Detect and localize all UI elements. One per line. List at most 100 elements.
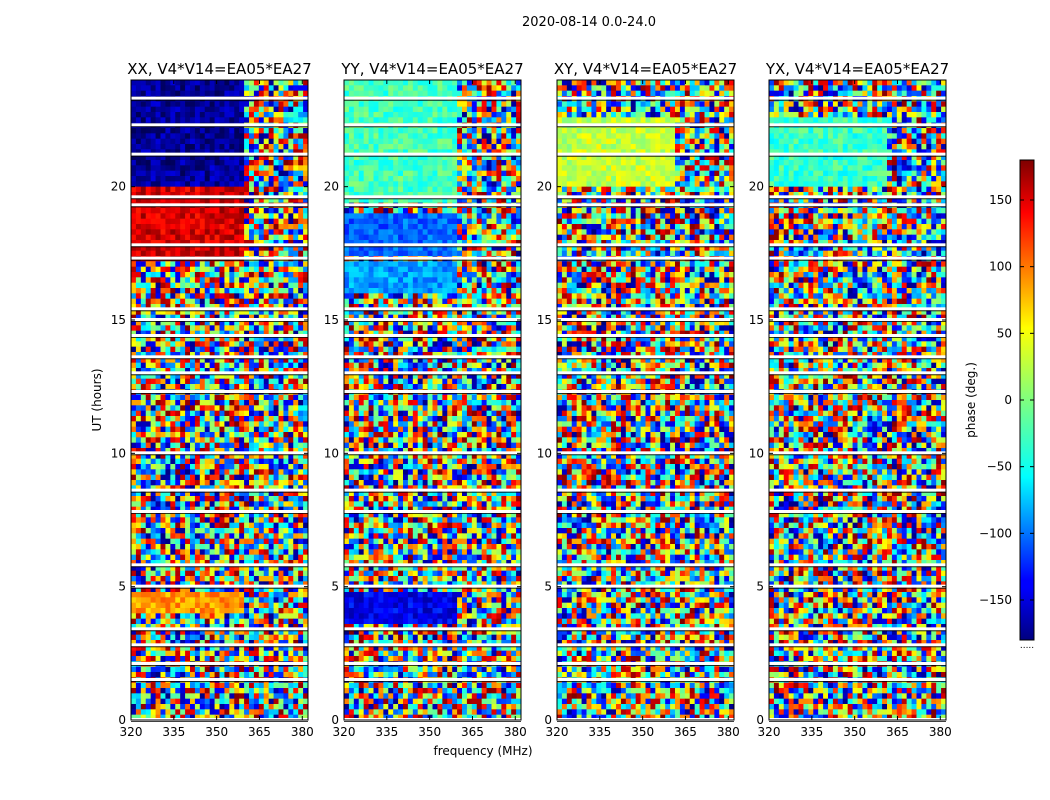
heatmap-cell [224,85,229,91]
heatmap-cell [224,272,229,278]
heatmap-cell [165,117,170,123]
heatmap-cell [156,384,161,390]
heatmap-cell [170,261,175,267]
heatmap-cell [239,400,244,406]
heatmap-cell [151,91,156,97]
heatmap-cell [274,384,279,390]
heatmap-cell [185,325,190,331]
heatmap-cell [141,117,146,123]
heatmap-cell [190,128,195,134]
panel-title: XX, V4*V14=EA05*EA27 [127,60,311,78]
heatmap-cell [136,101,141,107]
heatmap-cell [249,85,254,91]
heatmap-cell [195,379,200,385]
heatmap-cell [269,213,274,219]
heatmap-cell [215,272,220,278]
heatmap-cell [249,171,254,177]
heatmap-cell [156,144,161,150]
heatmap-cell [254,347,259,353]
heatmap-cell [131,208,136,214]
heatmap-cell [165,133,170,139]
heatmap-cell [195,171,200,177]
heatmap-cell [210,272,215,278]
heatmap-cell [274,341,279,347]
heatmap-cell [175,171,180,177]
heatmap-cell [175,133,180,139]
heatmap-cell [239,91,244,97]
heatmap-cell [298,213,303,219]
heatmap-cell [234,80,239,86]
heatmap-cell [244,117,249,123]
heatmap-cell [151,347,156,353]
heatmap-cell [210,283,215,289]
heatmap-cell [229,139,234,145]
heatmap-cell [224,395,229,401]
heatmap-cell [259,213,264,219]
heatmap-cell [170,384,175,390]
heatmap-cell [190,213,195,219]
heatmap-cell [224,107,229,113]
heatmap-cell [146,267,151,273]
heatmap-cell [210,139,215,145]
heatmap-cell [249,299,254,305]
heatmap-cell [190,288,195,294]
heatmap-cell [175,235,180,241]
heatmap-cell [161,341,166,347]
heatmap-cell [205,229,210,235]
heatmap-cell [234,160,239,166]
heatmap-cell [210,213,215,219]
heatmap-cell [185,85,190,91]
heatmap-cell [185,341,190,347]
heatmap-cell [279,251,284,257]
heatmap-cell [210,181,215,187]
heatmap-cell [180,187,185,193]
heatmap-cell [195,107,200,113]
heatmap-cell [298,235,303,241]
heatmap-cell [200,283,205,289]
heatmap-cell [264,208,269,214]
heatmap-cell [175,251,180,257]
heatmap-cell [161,405,166,411]
heatmap-cell [298,299,303,305]
heatmap-cell [264,299,269,305]
heatmap-cell [293,117,298,123]
heatmap-cell [175,85,180,91]
heatmap-cell [283,379,288,385]
heatmap-cell [249,283,254,289]
heatmap-cell [200,101,205,107]
heatmap-cell [170,395,175,401]
heatmap-cell [298,176,303,182]
phase-heatmap [131,80,308,720]
heatmap-cell [200,272,205,278]
heatmap-cell [161,176,166,182]
heatmap-cell [175,112,180,118]
heatmap-cell [293,187,298,193]
heatmap-cell [288,272,293,278]
heatmap-cell [180,171,185,177]
heatmap-cell [151,160,156,166]
heatmap-cell [131,85,136,91]
heatmap-cell [195,400,200,406]
heatmap-cell [136,128,141,134]
heatmap-cell [279,107,284,113]
heatmap-cell [259,101,264,107]
heatmap-cell [210,187,215,193]
heatmap-cell [146,395,151,401]
heatmap-cell [170,325,175,331]
heatmap-cell [220,160,225,166]
heatmap-cell [269,107,274,113]
heatmap-cell [279,187,284,193]
heatmap-cell [293,384,298,390]
heatmap-cell [298,261,303,267]
heatmap-cell [161,261,166,267]
heatmap-cell [190,85,195,91]
heatmap-cell [161,277,166,283]
heatmap-cell [215,224,220,230]
heatmap-cell [156,261,161,267]
heatmap-cell [151,187,156,193]
heatmap-cell [259,341,264,347]
heatmap-cell [141,165,146,171]
heatmap-cell [175,277,180,283]
heatmap-cell [205,171,210,177]
heatmap-cell [146,229,151,235]
